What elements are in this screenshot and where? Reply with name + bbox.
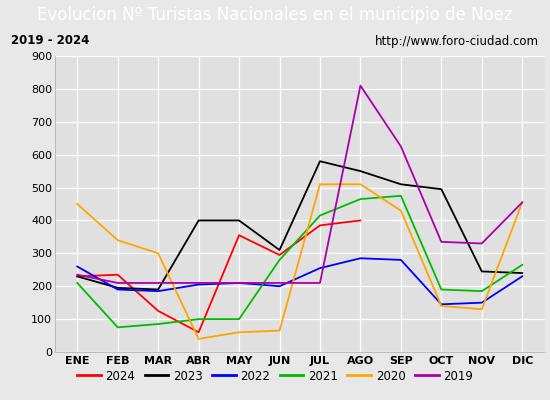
Legend: 2024, 2023, 2022, 2021, 2020, 2019: 2024, 2023, 2022, 2021, 2020, 2019 [72, 365, 478, 387]
Text: 2019 - 2024: 2019 - 2024 [11, 34, 89, 48]
Text: http://www.foro-ciudad.com: http://www.foro-ciudad.com [375, 34, 539, 48]
Text: Evolucion Nº Turistas Nacionales en el municipio de Noez: Evolucion Nº Turistas Nacionales en el m… [37, 6, 513, 24]
